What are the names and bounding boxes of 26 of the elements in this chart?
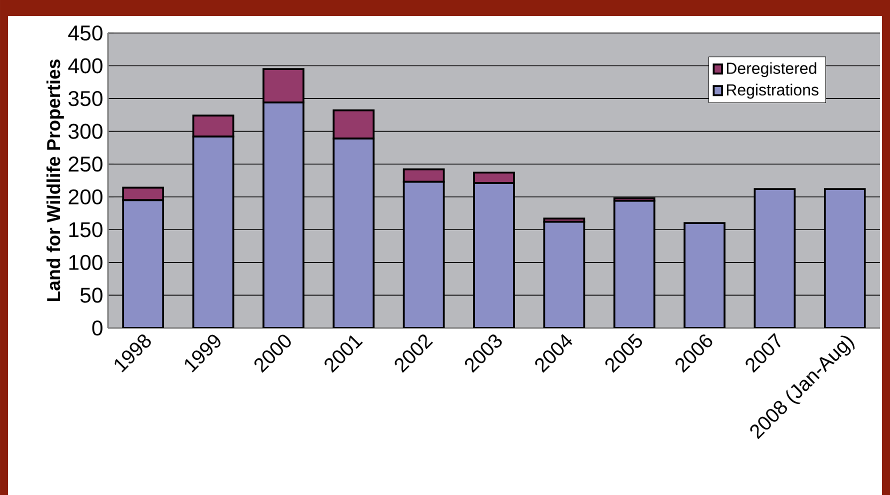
bar xyxy=(332,109,375,140)
bar xyxy=(684,222,726,328)
y-tick-label: 400 xyxy=(68,58,102,74)
bar xyxy=(262,102,304,328)
bar xyxy=(122,199,164,328)
bar xyxy=(192,114,234,138)
bar xyxy=(192,136,234,328)
bar xyxy=(473,182,515,328)
bar xyxy=(332,138,375,328)
y-tick-label: 0 xyxy=(92,320,102,336)
y-tick-label: 250 xyxy=(68,156,102,172)
bar xyxy=(613,200,656,328)
y-tick-label: 50 xyxy=(80,288,102,303)
bar xyxy=(543,220,586,328)
legend-label: Deregistered xyxy=(726,62,816,78)
bar xyxy=(824,188,866,328)
y-tick-label: 450 xyxy=(68,25,102,41)
bar xyxy=(402,180,445,328)
y-tick-label: 200 xyxy=(68,189,102,204)
y-axis-title: Land for Wildlife Properties xyxy=(46,59,64,302)
y-tick-label: 350 xyxy=(68,91,102,106)
y-tick-label: 150 xyxy=(69,222,102,238)
y-tick-label: 300 xyxy=(68,124,102,139)
y-tick-label: 100 xyxy=(69,254,102,270)
bar xyxy=(754,188,796,328)
legend-label: Registrations xyxy=(726,84,818,99)
